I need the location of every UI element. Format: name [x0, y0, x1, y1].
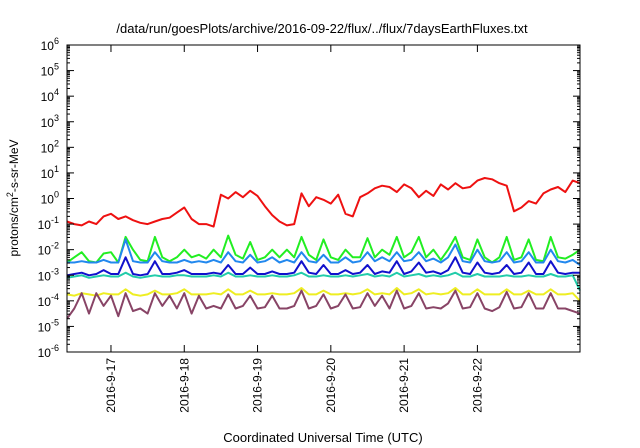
y-tick-label: 10-1: [38, 215, 59, 232]
series-layer: [66, 177, 581, 320]
y-tick-label: 10-6: [38, 343, 59, 360]
y-tick-label: 10-5: [38, 317, 59, 334]
y-tick-label: 101: [41, 164, 59, 181]
y-tick-label: 106: [41, 36, 59, 53]
y-axis-label-sup: 2: [5, 192, 15, 197]
y-axis-label-base: protons/cm: [7, 197, 21, 256]
x-tick-label: 2016-9-20: [324, 358, 338, 413]
series-line-2: [66, 234, 581, 264]
series-line-6: [66, 287, 581, 302]
y-tick-label: 10-4: [38, 292, 59, 309]
x-tick-label: 2016-9-19: [251, 358, 265, 413]
x-axis-ticks: 2016-9-17 2016-9-18 2016-9-19 2016-9-20 2016…: [104, 45, 484, 413]
y-axis-label: protons/cm2-s-sr-MeV: [5, 139, 21, 256]
y-axis-ticks: 106 105 104 103 102 101 100 10-1 10-2 10-3 10-4 10-…: [38, 36, 580, 360]
series-line-5: [66, 271, 581, 292]
y-axis-label-rest: -s-sr-MeV: [7, 139, 21, 192]
series-line-1: [66, 177, 581, 228]
y-tick-label: 102: [41, 138, 59, 155]
y-tick-label: 10-2: [38, 241, 59, 258]
x-tick-label: 2016-9-18: [177, 358, 191, 413]
x-tick-label: 2016-9-21: [397, 358, 411, 413]
y-tick-label: 10-3: [38, 266, 59, 283]
series-line-3: [67, 238, 581, 266]
y-tick-label: 103: [41, 113, 59, 130]
plot-frame: [66, 44, 581, 353]
y-tick-label: 104: [41, 87, 59, 104]
series-line-4: [66, 256, 580, 277]
x-tick-label: 2016-9-17: [104, 358, 118, 413]
series-line-7: [66, 289, 581, 320]
chart-title: /data/run/goesPlots/archive/2016-09-22/f…: [116, 21, 528, 36]
y-tick-label: 105: [41, 62, 59, 79]
y-tick-label: 100: [41, 190, 59, 207]
x-tick-label: 2016-9-22: [470, 358, 484, 413]
x-axis-label: Coordinated Universal Time (UTC): [223, 430, 422, 445]
